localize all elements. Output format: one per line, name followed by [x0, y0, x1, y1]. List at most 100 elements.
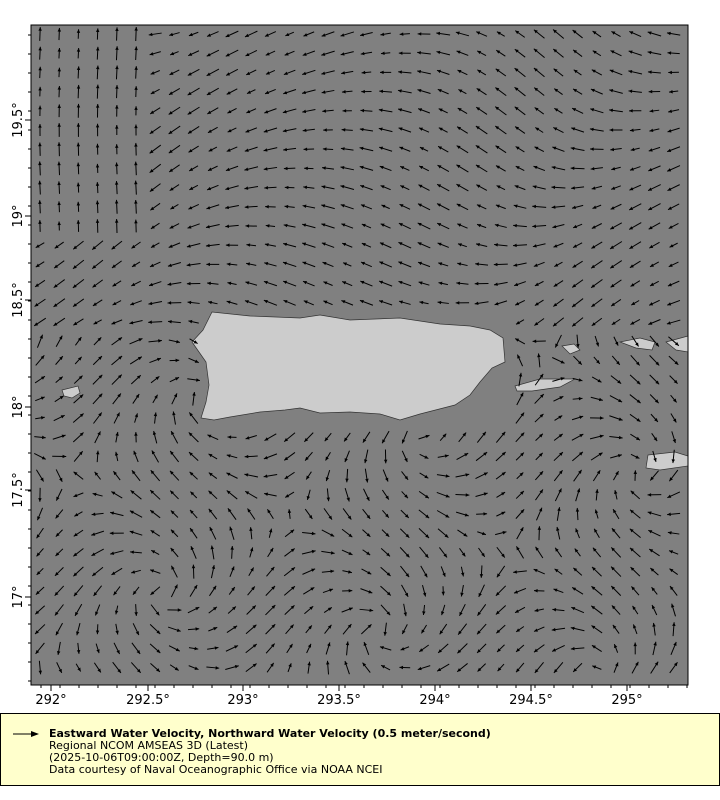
velocity-arrow [283, 223, 296, 228]
velocity-arrow [75, 663, 82, 672]
velocity-arrow [342, 262, 352, 267]
velocity-arrow [74, 511, 83, 517]
velocity-arrow [476, 204, 487, 210]
velocity-arrow [532, 204, 547, 209]
velocity-arrow [397, 108, 412, 114]
velocity-arrow [382, 469, 389, 482]
velocity-arrow [172, 411, 176, 425]
velocity-arrow [629, 30, 642, 38]
velocity-arrow [131, 569, 141, 574]
velocity-arrow [321, 31, 335, 37]
velocity-arrow [552, 29, 565, 39]
velocity-arrow [647, 31, 662, 37]
velocity-arrow [341, 70, 354, 75]
velocity-arrow [345, 641, 350, 656]
velocity-arrow [649, 241, 660, 249]
velocity-arrow [380, 223, 391, 229]
velocity-arrow [515, 662, 525, 673]
velocity-arrow [514, 67, 526, 78]
velocity-arrow [647, 50, 662, 56]
velocity-arrow [344, 450, 350, 463]
velocity-arrow [305, 471, 312, 480]
velocity-arrow [572, 242, 583, 249]
velocity-arrow [379, 242, 392, 249]
velocity-arrow [148, 300, 163, 306]
velocity-arrow [533, 48, 545, 59]
velocity-arrow [34, 279, 46, 288]
velocity-arrow [225, 205, 239, 210]
velocity-arrow [418, 127, 430, 133]
velocity-arrow [73, 492, 84, 498]
velocity-arrow [589, 434, 604, 440]
velocity-arrow [361, 242, 372, 248]
velocity-arrow [571, 204, 584, 210]
velocity-arrow [205, 243, 220, 248]
velocity-arrow [152, 394, 159, 404]
velocity-arrow [205, 224, 220, 229]
velocity-arrow [610, 299, 622, 307]
velocity-arrow [400, 185, 410, 191]
velocity-arrow [340, 31, 355, 37]
velocity-arrow [245, 69, 257, 76]
velocity-arrow [55, 529, 63, 538]
velocity-arrow [285, 624, 295, 635]
velocity-arrow [460, 584, 464, 597]
velocity-arrow [130, 374, 142, 385]
velocity-arrow [515, 644, 525, 653]
velocity-arrow [227, 435, 237, 439]
velocity-arrow [284, 529, 295, 538]
velocity-arrow [439, 433, 447, 442]
velocity-arrow [609, 241, 623, 250]
velocity-arrow [35, 642, 45, 655]
velocity-arrow [609, 69, 623, 76]
velocity-arrow [282, 280, 297, 287]
lon-tick-label: 294.5° [509, 693, 553, 708]
velocity-arrow [382, 510, 390, 518]
velocity-arrow [170, 565, 178, 578]
velocity-arrow [225, 49, 239, 57]
velocity-arrow [418, 281, 430, 286]
velocity-arrow [114, 162, 119, 175]
velocity-arrow [456, 663, 468, 673]
velocity-arrow [284, 204, 295, 209]
velocity-arrow [76, 201, 81, 212]
velocity-arrow [650, 661, 659, 674]
velocity-arrow [360, 280, 373, 287]
velocity-arrow [476, 223, 487, 229]
velocity-arrow [76, 162, 81, 175]
vector-map: 292° 292.5° 293° 293.5° 294° 294.5° 295° 19.5°… [11, 24, 689, 708]
velocity-arrow [363, 641, 370, 655]
velocity-arrow [630, 319, 641, 325]
velocity-arrow [398, 241, 412, 249]
velocity-arrow [649, 280, 659, 287]
velocity-arrow [649, 394, 660, 404]
velocity-arrow [35, 586, 45, 595]
velocity-arrow [611, 605, 621, 615]
velocity-arrow [515, 165, 525, 172]
velocity-arrow [284, 185, 295, 190]
velocity-arrow [651, 433, 658, 442]
velocity-arrow [593, 528, 600, 538]
velocity-arrow [383, 449, 388, 464]
legend-dataset: Regional NCOM AMSEAS 3D (Latest) [49, 739, 248, 752]
velocity-arrow [94, 431, 101, 444]
velocity-arrow [53, 317, 66, 327]
velocity-arrow [263, 166, 278, 171]
velocity-arrow [590, 279, 603, 289]
velocity-arrow [457, 107, 468, 114]
velocity-arrow [438, 262, 449, 267]
velocity-arrow [35, 469, 45, 482]
velocity-arrow [306, 489, 311, 501]
velocity-arrow [132, 586, 140, 596]
velocity-arrow [341, 90, 353, 94]
velocity-arrow [479, 565, 484, 578]
velocity-arrow [245, 127, 258, 133]
velocity-arrow [130, 662, 142, 674]
velocity-arrow [225, 30, 239, 38]
velocity-arrow [629, 413, 641, 423]
velocity-arrow [494, 300, 508, 306]
velocity-arrow [437, 145, 449, 153]
velocity-arrow [441, 604, 446, 616]
velocity-arrow [513, 587, 527, 594]
velocity-arrow [417, 69, 431, 75]
